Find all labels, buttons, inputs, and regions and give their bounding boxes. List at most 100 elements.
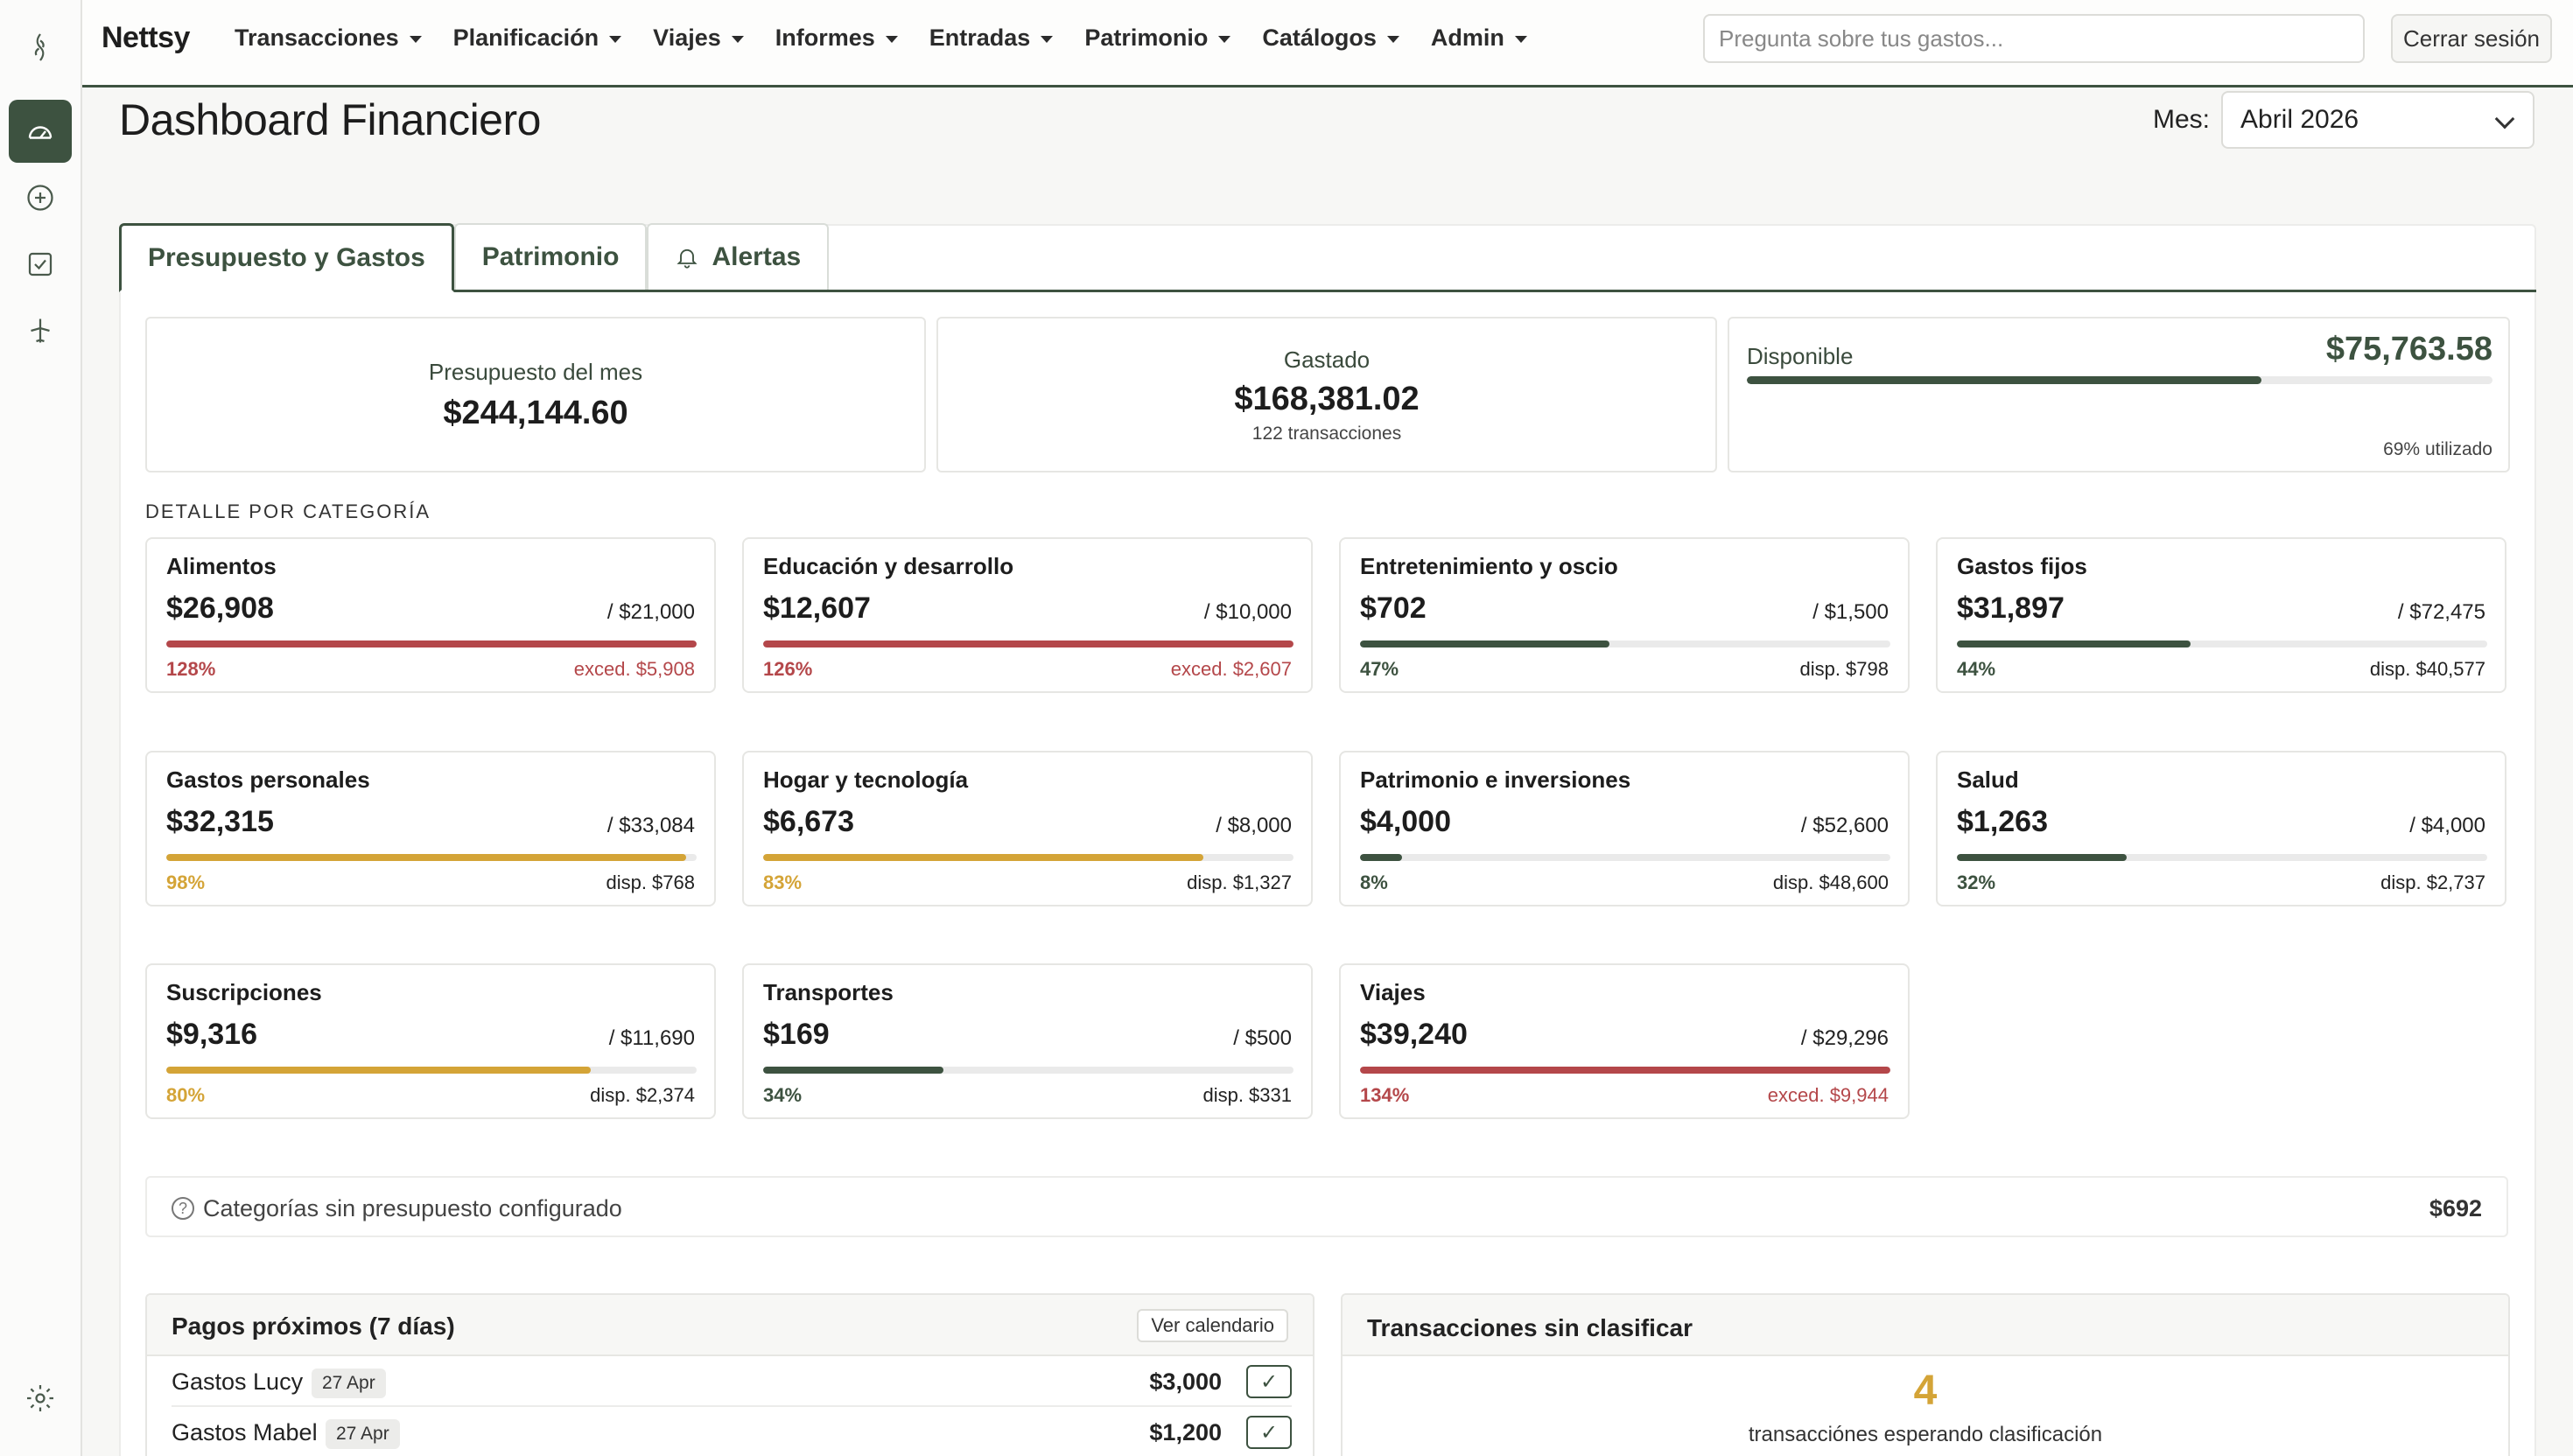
category-budget: / $72,475 (2397, 600, 2485, 624)
category-progress-track (1957, 640, 2487, 648)
nav-entradas[interactable]: Entradas (929, 24, 1054, 52)
brand-name[interactable]: Nettsy (102, 21, 190, 54)
check-icon: ✓ (1259, 1369, 1279, 1394)
category-percent: 32% (1957, 872, 1996, 893)
category-name: Viajes (1360, 979, 1426, 1005)
payment-row: Gastos Mabel 27 Apr $1,200 ✓ (172, 1407, 1292, 1456)
category-card[interactable]: Alimentos $26,908 / $21,000 128% exced. $5,9… (145, 537, 716, 693)
category-card[interactable]: Hogar y tecnología $6,673 / $8,000 83% disp.… (742, 751, 1313, 906)
category-card[interactable]: Transportes $169 / $500 34% disp. $331 (742, 963, 1313, 1119)
payment-date-badge: 27 Apr (312, 1368, 386, 1398)
dashboard-icon[interactable] (9, 100, 72, 163)
category-name: Transportes (763, 979, 894, 1005)
category-budget: / $4,000 (2409, 814, 2485, 837)
nav-informes[interactable]: Informes (775, 24, 898, 52)
payment-amount: $1,200 (1149, 1419, 1222, 1446)
settings-gear-icon[interactable] (9, 1367, 72, 1430)
category-progress-track (166, 1067, 697, 1074)
upcoming-payments-panel: Pagos próximos (7 días) Ver calendario G… (145, 1293, 1315, 1456)
available-label: Disponible (1747, 343, 1854, 369)
category-budget: / $1,500 (1812, 600, 1889, 624)
category-card[interactable]: Educación y desarrollo $12,607 / $10,000 12… (742, 537, 1313, 693)
ask-expenses-input[interactable] (1703, 14, 2365, 63)
month-value: Abril 2026 (2240, 105, 2359, 134)
caret-down-icon (409, 36, 422, 43)
category-progress-fill (763, 1067, 944, 1074)
category-progress-track (1360, 1067, 1890, 1074)
category-percent: 34% (763, 1084, 803, 1106)
category-progress-fill (1360, 1067, 1890, 1074)
category-name: Alimentos (166, 553, 277, 579)
check-icon: ✓ (1259, 1420, 1279, 1445)
category-spent: $169 (763, 1018, 830, 1051)
category-name: Hogar y tecnología (763, 766, 969, 793)
category-budget: / $8,000 (1216, 814, 1292, 837)
unbudgeted-label: Categorías sin presupuesto configurado (203, 1195, 622, 1222)
nav-patrimonio[interactable]: Patrimonio (1084, 24, 1231, 52)
category-progress-fill (166, 1067, 591, 1074)
category-remaining: disp. $331 (1202, 1084, 1292, 1106)
tab-alertas[interactable]: Alertas (647, 223, 830, 290)
nav-transacciones[interactable]: Transacciones (235, 24, 422, 52)
available-summary-card: Disponible $75,763.58 69% utilizado (1728, 317, 2510, 472)
unclassified-count[interactable]: 4 (1913, 1368, 1938, 1414)
category-progress-track (763, 854, 1294, 861)
month-select[interactable]: Abril 2026 (2221, 91, 2534, 149)
category-card[interactable]: Entretenimiento y oscio $702 / $1,500 47% di… (1339, 537, 1910, 693)
unbudgeted-amount: $692 (2429, 1195, 2482, 1222)
nav-label: Informes (775, 24, 875, 51)
left-rail (0, 0, 82, 1456)
nav-label: Entradas (929, 24, 1031, 51)
category-percent: 134% (1360, 1084, 1410, 1106)
tab-presupuesto-gastos[interactable]: Presupuesto y Gastos (119, 223, 454, 292)
category-remaining: exced. $9,944 (1767, 1084, 1889, 1106)
caret-down-icon (1386, 36, 1399, 43)
nav-admin[interactable]: Admin (1431, 24, 1527, 52)
bell-icon (677, 248, 698, 269)
category-spent: $12,607 (763, 592, 871, 625)
airplane-icon[interactable] (9, 299, 72, 362)
nav-catalogos[interactable]: Catálogos (1262, 24, 1399, 52)
add-circle-icon[interactable] (9, 166, 72, 229)
budget-value: $244,144.60 (443, 395, 628, 431)
usage-progress-track (1747, 376, 2492, 384)
unbudgeted-categories-row[interactable]: ? Categorías sin presupuesto configurado… (145, 1176, 2508, 1237)
category-name: Gastos personales (166, 766, 370, 793)
nav-viajes[interactable]: Viajes (653, 24, 744, 52)
mark-paid-button[interactable]: ✓ (1246, 1416, 1292, 1449)
available-value: $75,763.58 (2325, 331, 2492, 368)
caret-down-icon (1041, 36, 1054, 43)
logout-button[interactable]: Cerrar sesión (2391, 14, 2552, 63)
category-progress-fill (763, 854, 1203, 861)
category-budget: / $52,600 (1800, 814, 1889, 837)
mark-paid-button[interactable]: ✓ (1246, 1365, 1292, 1398)
category-card[interactable]: Viajes $39,240 / $29,296 134% exced. $9,944 (1339, 963, 1910, 1119)
category-card[interactable]: Patrimonio e inversiones $4,000 / $52,600 8… (1339, 751, 1910, 906)
category-progress-track (763, 640, 1294, 648)
tab-label: Alertas (712, 242, 802, 271)
category-name: Educación y desarrollo (763, 553, 1014, 579)
category-name: Suscripciones (166, 979, 322, 1005)
tab-bar: Presupuesto y Gastos Patrimonio Alertas (119, 223, 2536, 292)
category-card[interactable]: Gastos fijos $31,897 / $72,475 44% disp. $40… (1936, 537, 2506, 693)
category-budget: / $33,084 (606, 814, 695, 837)
category-card[interactable]: Salud $1,263 / $4,000 32% disp. $2,737 (1936, 751, 2506, 906)
category-progress-fill (1360, 854, 1403, 861)
usage-progress-fill (1747, 376, 2261, 384)
tab-patrimonio[interactable]: Patrimonio (453, 223, 648, 290)
view-calendar-button[interactable]: Ver calendario (1137, 1309, 1288, 1342)
category-spent: $26,908 (166, 592, 274, 625)
checklist-icon[interactable] (9, 233, 72, 296)
category-remaining: exced. $2,607 (1170, 658, 1292, 680)
unclassified-title: Transacciones sin clasificar (1367, 1314, 1693, 1341)
logo-icon[interactable] (9, 16, 72, 79)
category-card[interactable]: Gastos personales $32,315 / $33,084 98% disp… (145, 751, 716, 906)
category-spent: $9,316 (166, 1018, 257, 1051)
caret-down-icon (885, 36, 898, 43)
question-circle-icon: ? (172, 1197, 194, 1220)
nav-planificacion[interactable]: Planificación (453, 24, 622, 52)
nav-label: Patrimonio (1084, 24, 1209, 51)
budget-label: Presupuesto del mes (428, 359, 643, 385)
category-card[interactable]: Suscripciones $9,316 / $11,690 80% disp. $2,… (145, 963, 716, 1119)
category-percent: 47% (1360, 658, 1399, 680)
